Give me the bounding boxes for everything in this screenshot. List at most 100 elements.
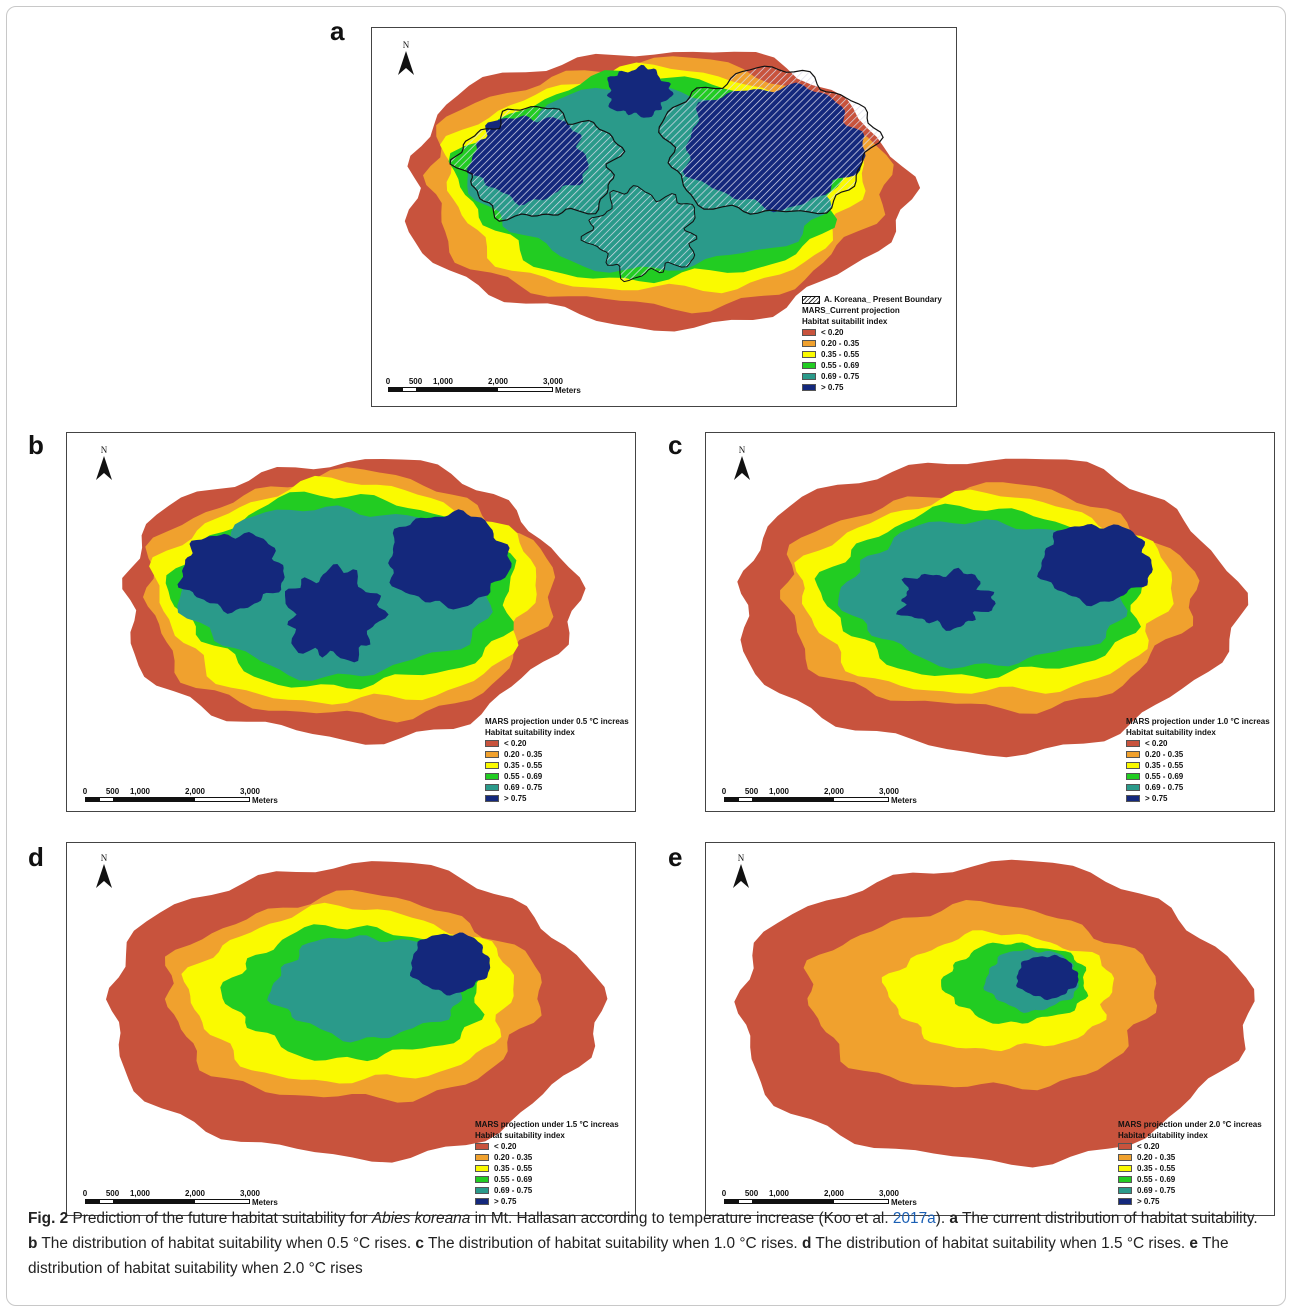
- legend-entry-label: 0.69 - 0.75: [1145, 783, 1184, 792]
- scale-segment: [725, 1200, 739, 1203]
- figure-frame: [6, 6, 1286, 1306]
- scale-segment: [779, 1200, 834, 1203]
- legend-entry-label: < 0.20: [1145, 739, 1168, 748]
- legend-entry: < 0.20: [1118, 1141, 1262, 1152]
- scale-tick-label: 500: [744, 787, 759, 796]
- habitat-map-b: [122, 459, 586, 745]
- legend-entry-label: 0.55 - 0.69: [821, 361, 860, 370]
- legend-swatch: [475, 1143, 489, 1150]
- legend-subtitle: Habitat suitability index: [475, 1131, 565, 1140]
- north-arrow-label: N: [100, 445, 108, 455]
- scale-tick-label: 0: [721, 787, 727, 796]
- scale-segment: [140, 798, 195, 801]
- scale-segment: [113, 1200, 141, 1203]
- scale-tick-label: 2,000: [184, 787, 206, 796]
- caption-citation-link[interactable]: 2017a: [892, 1210, 936, 1227]
- scale-unit-label: Meters: [252, 796, 278, 805]
- scale-ticks: 0 500 1,000 2,000 3,000: [721, 1189, 899, 1199]
- legend-c: MARS projection under 1.0 °C increas Habi…: [1126, 716, 1270, 804]
- legend-entry: 0.55 - 0.69: [802, 360, 942, 371]
- legend-swatch: [485, 762, 499, 769]
- scale-segment: [194, 798, 249, 801]
- legend-entry-label: < 0.20: [821, 328, 844, 337]
- legend-entry: 0.69 - 0.75: [802, 371, 942, 382]
- panel-letter-d: d: [28, 842, 44, 872]
- scale-bar-b: 0 500 1,000 2,000 3,000 Meters: [82, 787, 278, 805]
- legend-entry: > 0.75: [475, 1196, 619, 1207]
- scale-tick-label: 500: [105, 1189, 120, 1198]
- legend-subtitle: Habitat suitability index: [1118, 1131, 1208, 1140]
- legend-entry: 0.20 - 0.35: [1118, 1152, 1262, 1163]
- scale-tick-label: 500: [105, 787, 120, 796]
- legend-entry: 0.35 - 0.55: [1118, 1163, 1262, 1174]
- legend-title: MARS_Current projection: [802, 306, 900, 315]
- scale-segment: [86, 798, 100, 801]
- legend-entry: < 0.20: [475, 1141, 619, 1152]
- scale-tick-label: 2,000: [823, 787, 845, 796]
- scale-segment: [194, 1200, 249, 1203]
- legend-entry: > 0.75: [802, 382, 942, 393]
- north-arrow-icon: [398, 51, 414, 75]
- scale-tick-label: 2,000: [487, 377, 509, 386]
- legend-entry: 0.35 - 0.55: [1126, 760, 1270, 771]
- legend-d: MARS projection under 1.5 °C increas Habi…: [475, 1119, 619, 1207]
- map-panel-b: N MARS projection under 0.5 °C increas Ha…: [66, 432, 636, 812]
- legend-entry: < 0.20: [1126, 738, 1270, 749]
- legend-swatch: [802, 329, 816, 336]
- legend-entry-label: < 0.20: [1137, 1142, 1160, 1151]
- legend-entry: < 0.20: [802, 327, 942, 338]
- legend-swatch: [1126, 784, 1140, 791]
- north-arrow-icon: [734, 456, 750, 480]
- legend-swatch: [485, 751, 499, 758]
- north-arrow-a: N: [396, 40, 416, 81]
- legend-entry-label: 0.55 - 0.69: [504, 772, 543, 781]
- scale-bar-c: 0 500 1,000 2,000 3,000 Meters: [721, 787, 917, 805]
- panel-letter-e: e: [668, 842, 683, 872]
- scale-segment: [113, 798, 141, 801]
- scale-tick-label: 0: [721, 1189, 727, 1198]
- scale-tick-label: 3,000: [878, 787, 900, 796]
- map-panel-d: N MARS projection under 1.5 °C increas Ha…: [66, 842, 636, 1216]
- panel-letter-c: c: [668, 430, 683, 460]
- caption-letter-e: e: [1189, 1235, 1198, 1252]
- legend-entry: 0.20 - 0.35: [485, 749, 629, 760]
- legend-entry-label: > 0.75: [494, 1197, 517, 1206]
- present-boundary-south: [580, 185, 698, 283]
- habitat-zone-e-6: [1016, 954, 1079, 1001]
- legend-entry-label: > 0.75: [1137, 1197, 1160, 1206]
- legend-entry-label: 0.35 - 0.55: [1137, 1164, 1176, 1173]
- legend-swatch: [475, 1154, 489, 1161]
- legend-entry-label: 0.69 - 0.75: [504, 783, 543, 792]
- present-boundary-west: [449, 105, 626, 222]
- map-panel-c: N MARS projection under 1.0 °C increas Ha…: [705, 432, 1275, 812]
- scale-tick-label: 3,000: [878, 1189, 900, 1198]
- caption-letter-b: b: [28, 1235, 38, 1252]
- legend-swatch: [475, 1176, 489, 1183]
- north-arrow-e: N: [731, 853, 751, 894]
- scale-tick-label: 2,000: [823, 1189, 845, 1198]
- legend-entry-label: < 0.20: [504, 739, 527, 748]
- scale-tick-label: 3,000: [239, 787, 261, 796]
- legend-boundary-row: A. Koreana_ Present Boundary: [802, 294, 942, 305]
- map-panel-e: N MARS projection under 2.0 °C increas Ha…: [705, 842, 1275, 1216]
- scale-segment: [99, 798, 114, 801]
- legend-entry-label: 0.20 - 0.35: [1145, 750, 1184, 759]
- scale-ticks: 0 500 1,000 2,000 3,000: [82, 787, 260, 797]
- scale-tick-label: 0: [82, 787, 88, 796]
- north-arrow-c: N: [732, 445, 752, 486]
- scale-tick-label: 1,000: [129, 787, 150, 796]
- legend-swatch: [475, 1198, 489, 1205]
- legend-entry-label: > 0.75: [821, 383, 844, 392]
- scale-tick-label: 2,000: [184, 1189, 206, 1198]
- legend-entry: 0.20 - 0.35: [475, 1152, 619, 1163]
- scale-segment: [725, 798, 739, 801]
- legend-entry-label: 0.69 - 0.75: [821, 372, 860, 381]
- north-arrow-icon: [96, 456, 112, 480]
- scale-tick-label: 1,000: [129, 1189, 150, 1198]
- caption-letter-d: d: [802, 1235, 812, 1252]
- legend-entry: 0.55 - 0.69: [485, 771, 629, 782]
- scale-unit-label: Meters: [891, 1198, 917, 1207]
- scale-tick-label: 1,000: [768, 1189, 789, 1198]
- legend-entry-label: 0.35 - 0.55: [1145, 761, 1184, 770]
- legend-subtitle: Habitat suitability index: [1126, 728, 1216, 737]
